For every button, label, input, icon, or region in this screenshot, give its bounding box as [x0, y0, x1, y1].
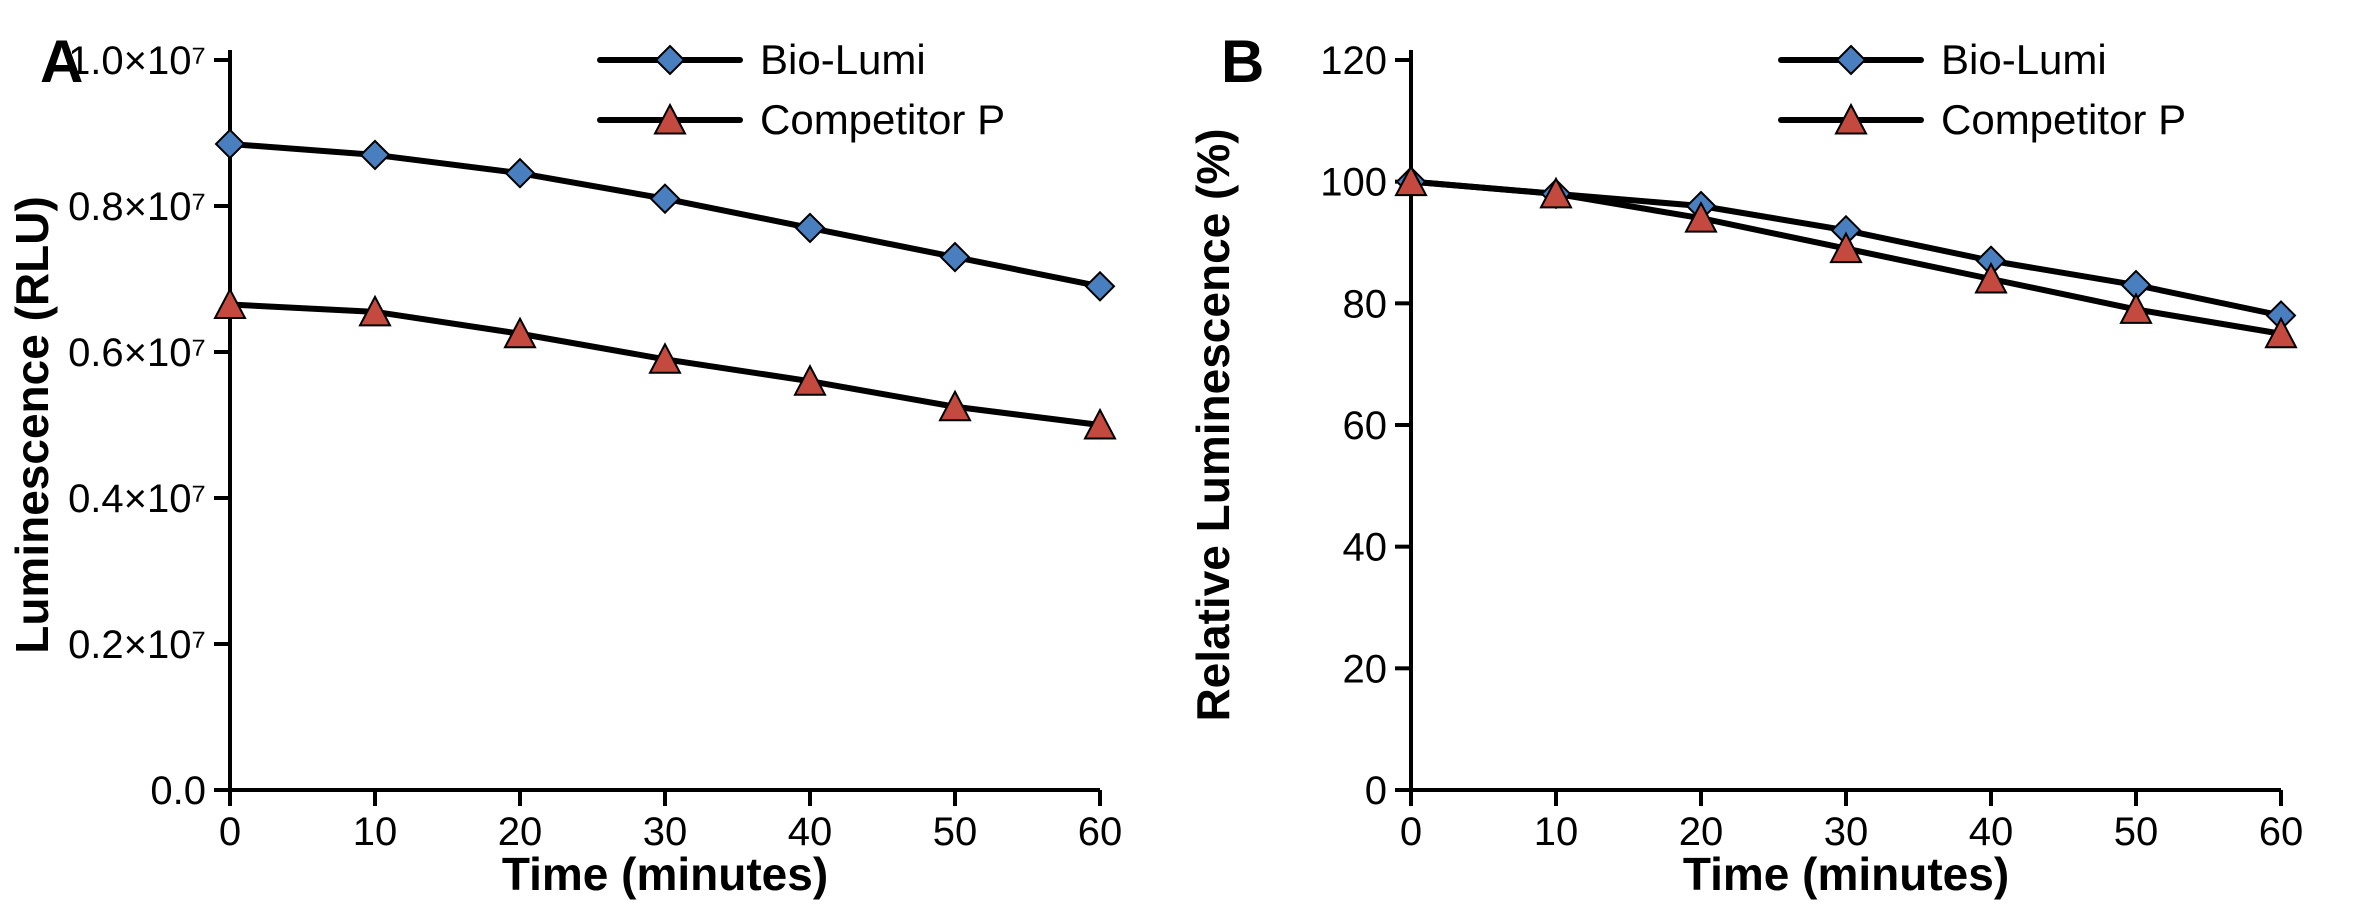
legend-label-biolumi: Bio-Lumi — [1941, 36, 2107, 83]
panel-a-ylabel: Luminescence (RLU) — [6, 196, 58, 654]
svg-text:1.0×10⁷: 1.0×10⁷ — [68, 39, 206, 83]
legend-row-competitor: Competitor P — [600, 96, 1005, 143]
svg-text:80: 80 — [1343, 282, 1388, 326]
panel-b-svg: B 0102030405060 020406080100120 Time (mi… — [1181, 0, 2362, 914]
series-line-biolumi — [230, 144, 1100, 286]
svg-text:0.2×10⁷: 0.2×10⁷ — [68, 623, 206, 667]
svg-text:10: 10 — [353, 810, 398, 854]
svg-text:40: 40 — [1343, 526, 1388, 570]
panel-b-xticks: 0102030405060 — [1400, 790, 2303, 854]
panel-a: A 0102030405060 0.00.2×10⁷0.4×10⁷0.6×10⁷… — [0, 0, 1181, 914]
legend-label-biolumi: Bio-Lumi — [760, 36, 926, 83]
figure-container: A 0102030405060 0.00.2×10⁷0.4×10⁷0.6×10⁷… — [0, 0, 2362, 914]
svg-text:60: 60 — [1078, 810, 1123, 854]
svg-text:20: 20 — [1343, 647, 1388, 691]
svg-text:0.6×10⁷: 0.6×10⁷ — [68, 331, 206, 375]
panel-b-legend: Bio-Lumi Competitor P — [1781, 36, 2186, 143]
legend-label-competitor: Competitor P — [1941, 96, 2186, 143]
panel-a-yticks: 0.0 0.2×10⁷ 0.4×10⁷ 0.6×10⁷ 0.8×10⁷ 1.0×10⁷ — [68, 39, 230, 813]
panel-b-ylabel: Relative Luminescence (%) — [1187, 128, 1239, 721]
panel-b-yticks: 0 20 40 60 80 100 120 — [1320, 39, 1411, 813]
panel-a-xlabel: Time (minutes) — [502, 848, 828, 900]
panel-b-tag: B — [1221, 28, 1264, 95]
svg-text:60: 60 — [2259, 810, 2304, 854]
svg-text:0.4×10⁷: 0.4×10⁷ — [68, 477, 206, 521]
svg-text:0.8×10⁷: 0.8×10⁷ — [68, 185, 206, 229]
panel-b: B 0102030405060 020406080100120 Time (mi… — [1181, 0, 2362, 914]
panel-a-legend: Bio-Lumi Competitor P — [600, 36, 1005, 143]
svg-text:0: 0 — [1365, 769, 1387, 813]
svg-text:0.0: 0.0 — [150, 769, 206, 813]
legend-row-competitor: Competitor P — [1781, 96, 2186, 143]
svg-text:0: 0 — [219, 810, 241, 854]
svg-text:100: 100 — [1320, 161, 1387, 205]
svg-text:0: 0 — [1400, 810, 1422, 854]
svg-text:60: 60 — [1343, 404, 1388, 448]
panel-b-xlabel: Time (minutes) — [1683, 848, 2009, 900]
svg-text:10: 10 — [1534, 810, 1579, 854]
legend-row-biolumi: Bio-Lumi — [600, 36, 926, 83]
svg-text:120: 120 — [1320, 39, 1387, 83]
panel-a-xticks: 0102030405060 — [219, 790, 1122, 854]
svg-text:50: 50 — [2114, 810, 2159, 854]
panel-a-svg: A 0102030405060 0.00.2×10⁷0.4×10⁷0.6×10⁷… — [0, 0, 1181, 914]
legend-label-competitor: Competitor P — [760, 96, 1005, 143]
svg-text:50: 50 — [933, 810, 978, 854]
panel-b-axes — [1411, 50, 2281, 790]
legend-row-biolumi: Bio-Lumi — [1781, 36, 2107, 83]
